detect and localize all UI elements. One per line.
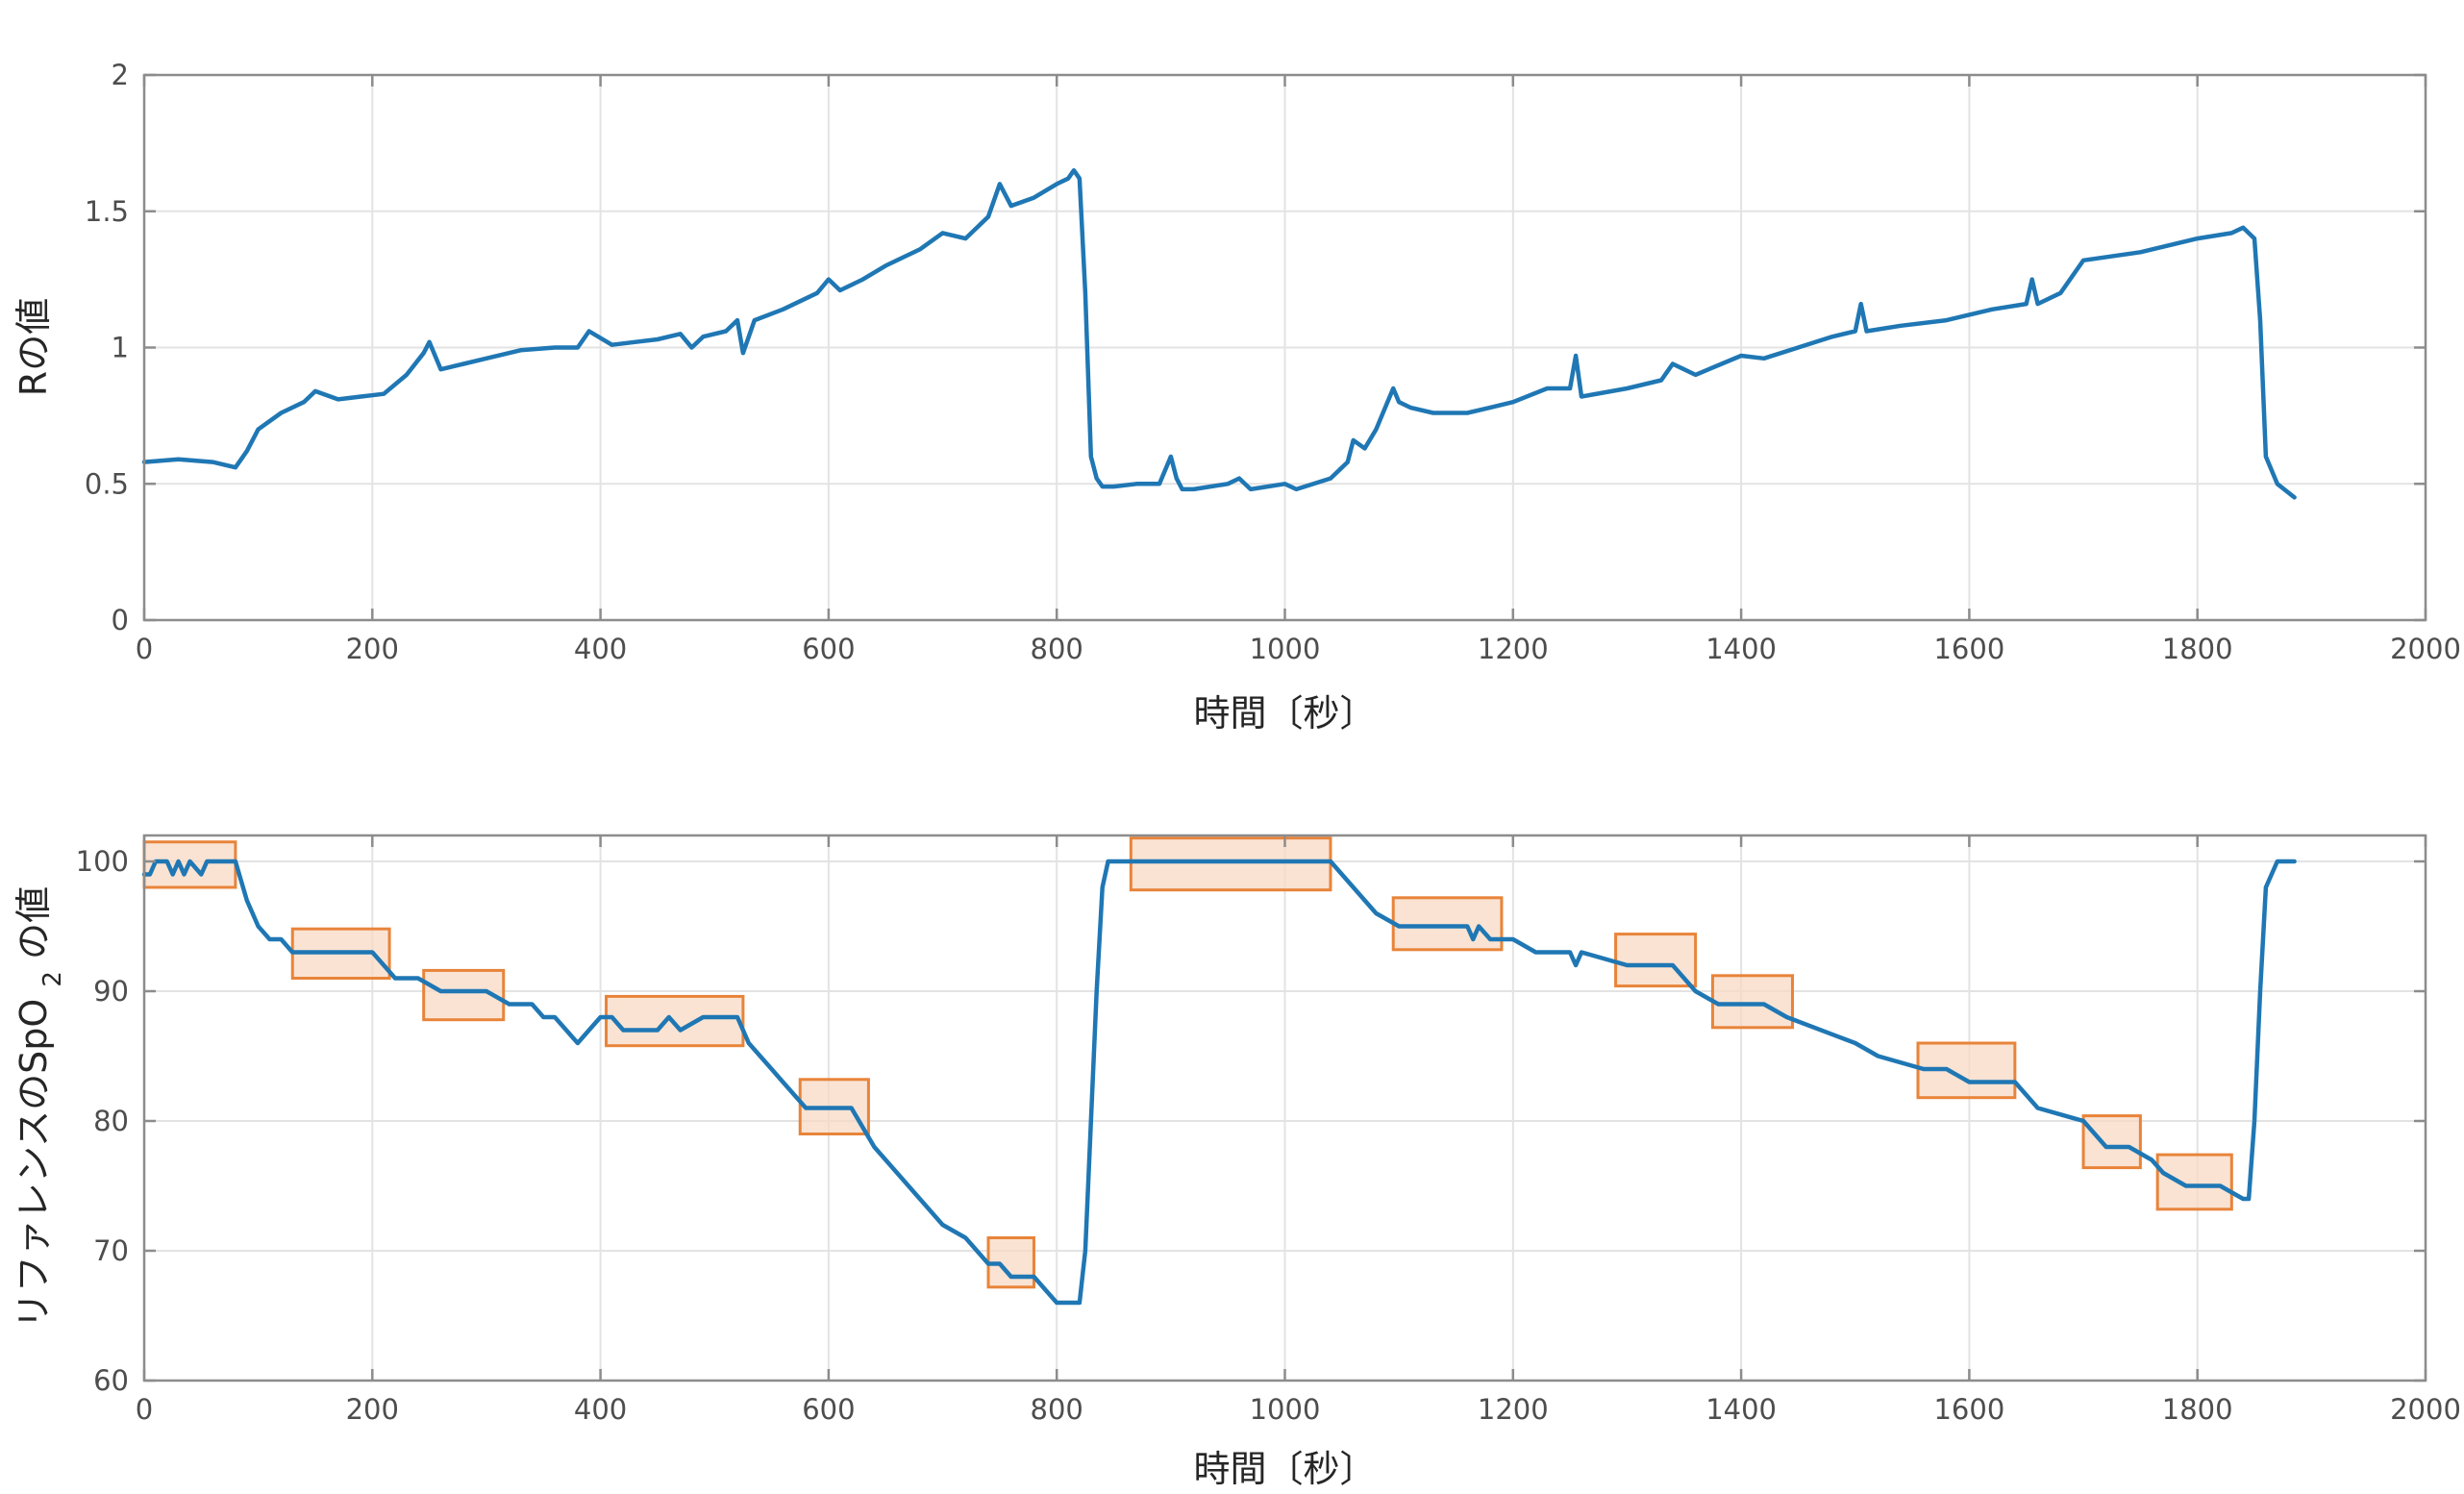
plot-area: 0 200 400 600 800 1000 1200 1400 1600 1800 2000 60 7… xyxy=(76,834,2461,1426)
series-line xyxy=(141,859,2297,1306)
y-tick-label: 0 xyxy=(112,604,129,636)
x-tick-label: 0 xyxy=(136,633,153,665)
plot-area: 0 200 400 600 800 1000 1200 1400 1600 1800 2000 0 0.… xyxy=(85,59,2461,665)
series-line xyxy=(141,167,2297,500)
x-tick-label: 400 xyxy=(574,1393,627,1426)
highlight-box xyxy=(1391,896,1504,952)
y-tick-label: 60 xyxy=(93,1364,129,1397)
x-tick-label: 1800 xyxy=(2162,633,2233,665)
x-tick-label: 600 xyxy=(802,1393,855,1426)
x-tick-label: 1200 xyxy=(1478,633,1549,665)
x-tick-label: 400 xyxy=(574,633,627,665)
x-tick-label: 1600 xyxy=(1933,633,2004,665)
x-tick-label: 2000 xyxy=(2390,1393,2461,1426)
spo2-chart: 0 200 400 600 800 1000 1200 1400 1600 1800 2000 60 7… xyxy=(12,834,2461,1490)
x-axis-title: 時間〔秒〕 xyxy=(1193,692,1376,735)
y-axis-title: リファレンスのSpO 2 の値 xyxy=(12,886,67,1329)
y-tick-label: 90 xyxy=(93,975,129,1008)
y-axis-title-part: リファレンスのSpO xyxy=(12,999,55,1329)
y-axis-title-part: の値 xyxy=(12,886,55,959)
y-tick-label: 0.5 xyxy=(85,467,129,500)
y-tick-label: 1.5 xyxy=(85,195,129,228)
highlight-box xyxy=(1129,836,1332,892)
y-tick-label: 70 xyxy=(93,1234,129,1267)
highlight-box xyxy=(1710,974,1794,1030)
x-axis-title: 時間〔秒〕 xyxy=(1193,1448,1376,1490)
y-axis-title: Rの値 xyxy=(12,298,55,396)
y-tick-label: 2 xyxy=(112,59,129,91)
x-tick-label: 1000 xyxy=(1250,1393,1321,1426)
x-tick-label: 800 xyxy=(1031,633,1083,665)
highlight-box xyxy=(2155,1153,2233,1211)
y-tick-label: 100 xyxy=(76,845,129,878)
r-value-chart: 0 200 400 600 800 1000 1200 1400 1600 1800 2000 0 0.… xyxy=(12,59,2461,735)
y-axis-title-subscript: 2 xyxy=(38,971,67,987)
highlight-box xyxy=(2081,1114,2142,1170)
x-tick-label: 0 xyxy=(136,1393,153,1426)
x-tick-label: 1200 xyxy=(1478,1393,1549,1426)
x-tick-label: 1400 xyxy=(1705,1393,1777,1426)
y-tick-label: 1 xyxy=(112,332,129,364)
y-tick-label: 80 xyxy=(93,1105,129,1137)
x-tick-label: 200 xyxy=(346,1393,399,1426)
x-tick-label: 1400 xyxy=(1705,633,1777,665)
x-tick-label: 800 xyxy=(1031,1393,1083,1426)
x-tick-label: 200 xyxy=(346,633,399,665)
x-tick-label: 1000 xyxy=(1250,633,1321,665)
x-tick-label: 1800 xyxy=(2162,1393,2233,1426)
x-tick-label: 1600 xyxy=(1933,1393,2004,1426)
x-tick-label: 600 xyxy=(802,633,855,665)
x-tick-label: 2000 xyxy=(2390,633,2461,665)
